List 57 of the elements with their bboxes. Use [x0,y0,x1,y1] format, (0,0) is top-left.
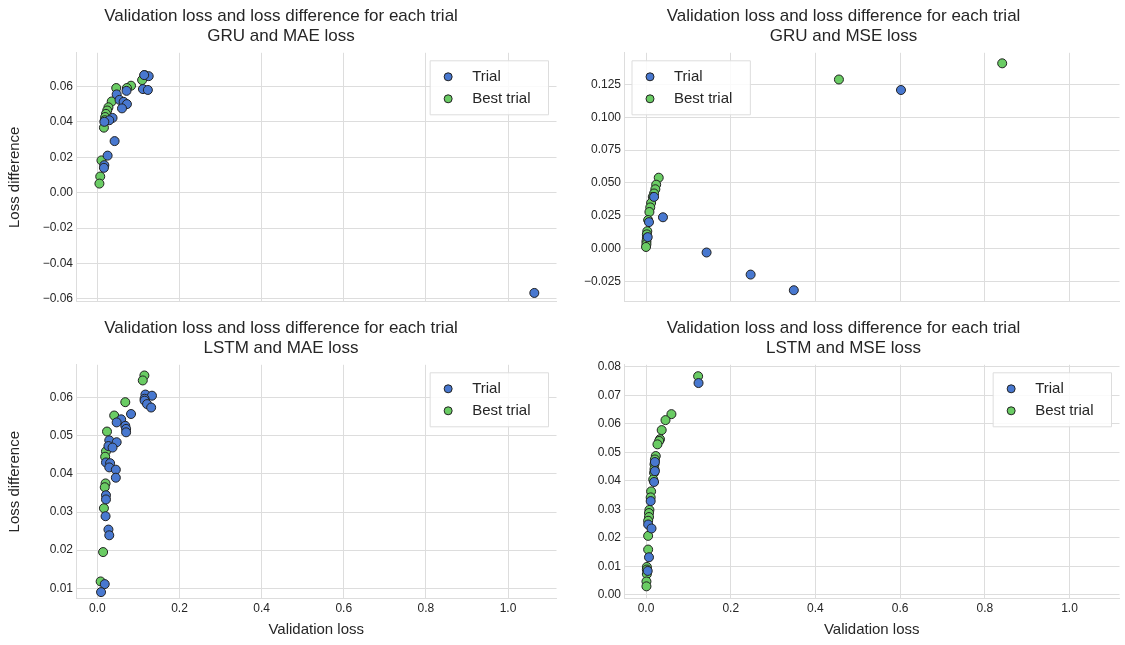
y-tick-label: 0.04 [49,466,74,481]
y-tick-label: 0.04 [597,473,622,488]
y-tick-label: 0.05 [49,428,74,443]
x-tick-label: 1.0 [499,601,517,616]
legend-label: Trial [472,378,501,396]
y-tick-label: 0.07 [597,387,622,402]
legend-label: Trial [1035,378,1064,396]
y-tick-label: 0.000 [590,241,622,255]
y-tick-label: 0.03 [49,504,74,519]
x-tick-label: 0.8 [976,601,994,616]
chart-title: Validation loss and loss difference for each trial GRU and MSE loss [666,5,1021,46]
y-axis-title: Loss difference [5,126,23,229]
x-tick-label: 0.4 [253,601,271,616]
x-tick-label: 0.6 [891,601,909,616]
x-tick-label: 0.4 [807,601,825,616]
chart-title: Validation loss and loss difference for each trial LSTM and MAE loss [104,317,458,358]
y-tick-label: −0.06 [42,291,74,306]
y-tick-label: 0.100 [590,109,622,124]
x-tick-label: 0.0 [637,601,655,616]
y-tick-label: 0.02 [597,530,622,545]
y-tick-label: 0.03 [597,501,622,516]
x-axis-title: Validation loss [268,620,365,638]
legend-label: Best trial [472,88,531,106]
y-tick-label: 0.06 [49,78,74,93]
chart-title: Validation loss and loss difference for each trial GRU and MAE loss [104,5,458,46]
y-tick-label: 0.06 [597,416,622,431]
y-tick-label: 0.050 [590,175,622,190]
x-tick-label: 1.0 [1061,601,1079,616]
y-tick-label: 0.01 [49,580,74,595]
y-tick-label: 0.05 [597,444,622,459]
chart-title: Validation loss and loss difference for each trial LSTM and MSE loss [666,317,1021,358]
y-tick-label: 0.00 [49,184,74,199]
y-tick-label: 0.125 [590,76,622,91]
y-tick-label: −0.02 [42,220,74,235]
x-tick-label: 0.6 [335,601,353,616]
y-tick-label: 0.08 [597,359,622,374]
y-tick-label: 0.02 [49,149,74,164]
y-tick-label: 0.00 [597,587,622,602]
y-tick-label: 0.075 [590,142,622,157]
legend-label: Best trial [674,88,733,106]
y-tick-label: 0.06 [49,389,74,404]
legend-label: Trial [472,66,501,84]
x-axis-title: Validation loss [823,620,920,638]
y-tick-label: 0.025 [590,208,622,223]
x-tick-label: 0.8 [417,601,435,616]
x-tick-label: 0.2 [722,601,740,616]
y-tick-label: 0.04 [49,114,74,129]
y-tick-label: −0.04 [42,255,74,270]
legend-label: Trial [674,66,703,84]
y-axis-title: Loss difference [5,430,23,533]
legend-label: Best trial [1035,400,1094,418]
x-tick-label: 0.2 [171,601,189,616]
legend-label: Best trial [472,400,531,418]
y-tick-label: 0.01 [597,558,622,573]
x-tick-label: 0.0 [89,601,107,616]
y-tick-label: −0.025 [583,273,622,288]
y-tick-label: 0.02 [49,542,74,557]
